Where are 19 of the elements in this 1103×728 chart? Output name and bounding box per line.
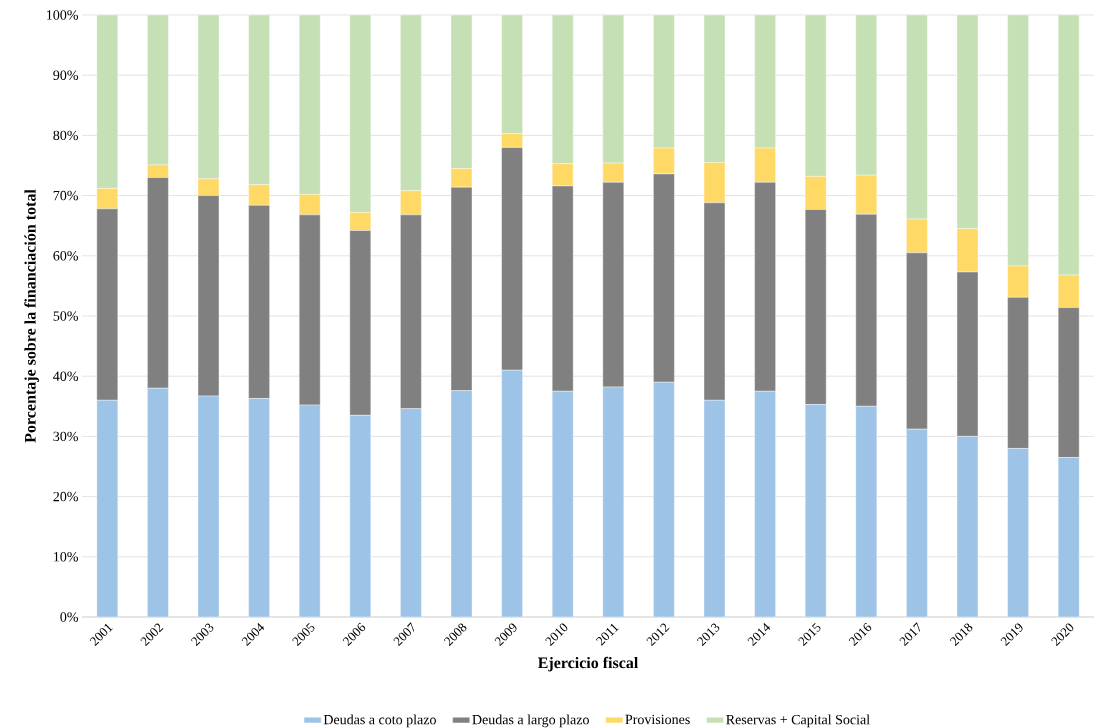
legend-label: Provisiones xyxy=(625,714,690,725)
y-tick-label: 100% xyxy=(47,10,78,20)
y-axis-title: Porcentaje sobre la financiación total xyxy=(24,189,39,443)
y-tick-label: 40% xyxy=(53,371,78,381)
legend-label: Deudas a coto plazo xyxy=(323,714,436,728)
legend-label: Deudas a largo plazo xyxy=(472,714,589,728)
y-tick-label: 70% xyxy=(53,190,78,201)
y-tick-label: 20% xyxy=(53,491,78,502)
y-tick-label: 30% xyxy=(53,431,78,442)
y-tick-label: 0% xyxy=(60,612,78,622)
y-tick-label: 80% xyxy=(53,130,78,141)
y-tick-label: 50% xyxy=(53,311,78,321)
x-tick-label: 2011 xyxy=(596,623,619,646)
legend-label: Reservas + Capital Social xyxy=(726,714,870,728)
y-tick-label: 60% xyxy=(53,251,78,261)
x-axis-title: Ejercicio fiscal xyxy=(537,656,639,672)
x-tick-label: 2001 xyxy=(89,623,113,647)
y-tick-label: 10% xyxy=(54,552,78,562)
y-tick-label: 90% xyxy=(53,70,78,80)
